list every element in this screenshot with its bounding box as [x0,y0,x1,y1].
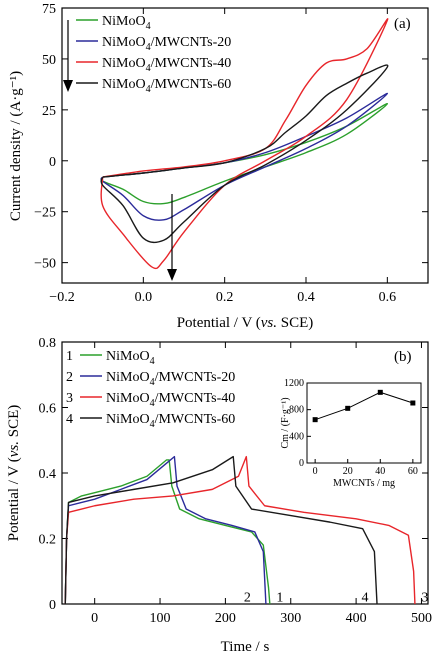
y-tick-label: 0.4 [39,467,57,482]
x-tick-label: 0.2 [216,290,234,305]
inset-series [312,389,416,423]
inset-x-tick-label: 0 [313,466,318,477]
inset-ticks: 0 20 40 60 0 400 800 1200 [284,378,418,477]
arrow-down-icon [63,20,73,92]
x-tick-label: −0.2 [49,290,74,305]
y-tick-label: 50 [42,53,56,68]
inset-point [345,405,351,411]
legend-number: 3 [66,391,73,406]
x-tick-label: 0.0 [135,290,153,305]
inset-y-tick-label: 800 [289,405,304,416]
x-tick-label: 0.4 [297,290,315,305]
y-tick-label: −25 [34,206,56,221]
inset-xlabel: MWCNTs / mg [333,478,395,489]
inset-x-tick-label: 60 [408,466,418,477]
x-tick-label: 500 [411,611,432,626]
panel-a-xlabel: Potential / V (vs. SCE) [177,315,314,331]
panel-b-ylabel: Potential / V (vs. SCE) [6,405,22,542]
legend-number: 2 [66,370,73,385]
x-tick-label: 300 [280,611,301,626]
legend-entry: NiMoO4 [106,349,155,367]
panel-b-xlabel: Time / s [221,639,270,655]
y-tick-label: 0.8 [39,336,57,351]
gcd-curve [64,455,378,605]
inset-point [410,400,416,406]
panel-b-label: (b) [394,349,412,365]
arrow-down-icon [167,194,177,281]
x-tick-label: 100 [150,611,171,626]
x-tick-label: 400 [346,611,367,626]
y-tick-label: 0.6 [39,402,57,417]
cv-curve [100,18,389,270]
legend-entry: NiMoO4 [102,14,151,32]
cv-curve [100,64,389,244]
legend-entry: NiMoO4/MWCNTs-20 [102,35,231,53]
panel-a-label: (a) [394,16,411,32]
x-tick-label: 0 [91,611,98,626]
inset-y-tick-label: 0 [299,458,304,469]
panel-a-series [100,18,389,270]
curve-label: 4 [362,590,369,605]
y-tick-label: 25 [42,104,56,119]
legend-entry: NiMoO4/MWCNTs-60 [106,412,235,430]
curve-label: 1 [276,590,283,605]
panel-a: −0.2 0.0 0.2 0.4 0.6 −50 −25 0 25 50 75 (a) NiMoO4… [8,2,429,331]
y-tick-label: 0 [49,598,56,613]
y-tick-label: 0 [49,155,56,170]
inset-ylabel: Cm / (F·g⁻¹) [280,397,291,448]
y-tick-label: −50 [34,257,56,272]
legend-entry: NiMoO4/MWCNTs-40 [102,56,231,74]
legend-entry: NiMoO4/MWCNTs-60 [102,77,231,95]
curve-label: 3 [421,590,428,605]
legend-entry: NiMoO4/MWCNTs-20 [106,370,235,388]
panel-b-series [64,455,416,605]
panel-a-legend: NiMoO4 NiMoO4/MWCNTs-20 NiMoO4/MWCNTs-40 Ni… [76,14,231,95]
inset-chart: 0 20 40 60 0 400 800 1200 MWCNTs / mg Cm / (F·g… [280,378,422,489]
inset-x-tick-label: 40 [375,466,385,477]
inset-frame [306,382,422,464]
inset-line [314,391,414,421]
x-tick-label: 200 [215,611,236,626]
legend-number: 1 [66,349,73,364]
panel-a-ylabel: Current density / (A·g⁻¹) [8,71,24,221]
panel-a-ticks: −0.2 0.0 0.2 0.4 0.6 −50 −25 0 25 50 75 [34,2,428,305]
gcd-curve [64,459,271,605]
inset-y-tick-label: 1200 [284,378,304,389]
panel-b-curve-labels: 1 2 3 4 [244,590,429,605]
x-tick-label: 0.6 [379,290,397,305]
legend-number: 4 [66,412,73,427]
legend-entry: NiMoO4/MWCNTs-40 [106,391,235,409]
panel-a-frame [61,7,429,284]
inset-y-tick-label: 400 [289,431,304,442]
panel-b-legend: 1 NiMoO4 2 NiMoO4/MWCNTs-20 3 NiMoO4/MWCNTs-4… [66,349,235,430]
y-tick-label: 75 [42,2,56,17]
y-tick-label: 0.2 [39,533,57,548]
inset-point [377,389,383,395]
inset-x-tick-label: 20 [343,466,353,477]
curve-label: 2 [244,590,251,605]
inset-point [312,417,318,423]
gcd-curve [64,455,267,605]
gcd-curve [64,455,416,605]
